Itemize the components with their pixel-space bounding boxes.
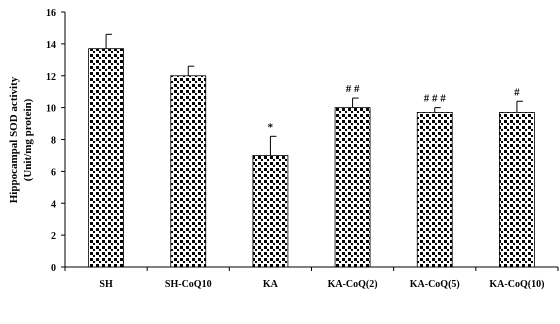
y-tick-label: 16: [46, 8, 56, 19]
x-tick-label: KA-CoQ(5): [410, 279, 460, 290]
bars: [88, 48, 535, 268]
y-axis-title-line2: (Unit/mg protein): [22, 98, 34, 181]
significance-marker: # #: [346, 83, 360, 95]
y-tick-label: 14: [46, 40, 56, 51]
x-tick-labels: SH SH-CoQ10 KA KA-CoQ(2) KA-CoQ(5) KA-CoQ(10): [99, 279, 544, 290]
bar-ka-coq-10: [499, 112, 535, 268]
y-tick-label: 4: [51, 199, 56, 210]
bar-ka: [252, 155, 289, 268]
x-tick-label: KA-CoQ(10): [489, 279, 544, 290]
bar-sh-coq10: [170, 75, 207, 268]
x-axis: [64, 266, 559, 271]
y-tick-label: 6: [51, 167, 56, 178]
error-bars: [105, 33, 523, 156]
y-tick-label: 0: [51, 263, 56, 274]
significance-marker: *: [268, 121, 274, 133]
bar-ka-coq-5: [416, 112, 453, 268]
y-axis-title-line1: Hippocampal SOD activity: [8, 76, 20, 203]
x-tick-label: KA-CoQ(2): [328, 279, 378, 290]
significance-marker: #: [514, 86, 520, 98]
y-tick-label: 8: [51, 136, 56, 147]
x-tick-label: KA: [263, 279, 279, 290]
y-tick-label: 12: [46, 72, 56, 83]
x-tick-label: SH: [99, 279, 113, 290]
y-tick-label: 10: [46, 104, 56, 115]
y-tick-label: 2: [51, 231, 56, 242]
bar-sh: [88, 48, 124, 268]
significance-marker: # # #: [424, 93, 447, 105]
bar-ka-coq-2: [334, 107, 371, 268]
significance-annotations: * # # # # # #: [268, 83, 521, 133]
x-tick-label: SH-CoQ10: [165, 279, 212, 290]
y-axis-title: Hippocampal SOD activity (Unit/mg protei…: [8, 76, 34, 203]
y-axis: 0 2 4 6 8 10 12 14 16: [46, 8, 66, 274]
